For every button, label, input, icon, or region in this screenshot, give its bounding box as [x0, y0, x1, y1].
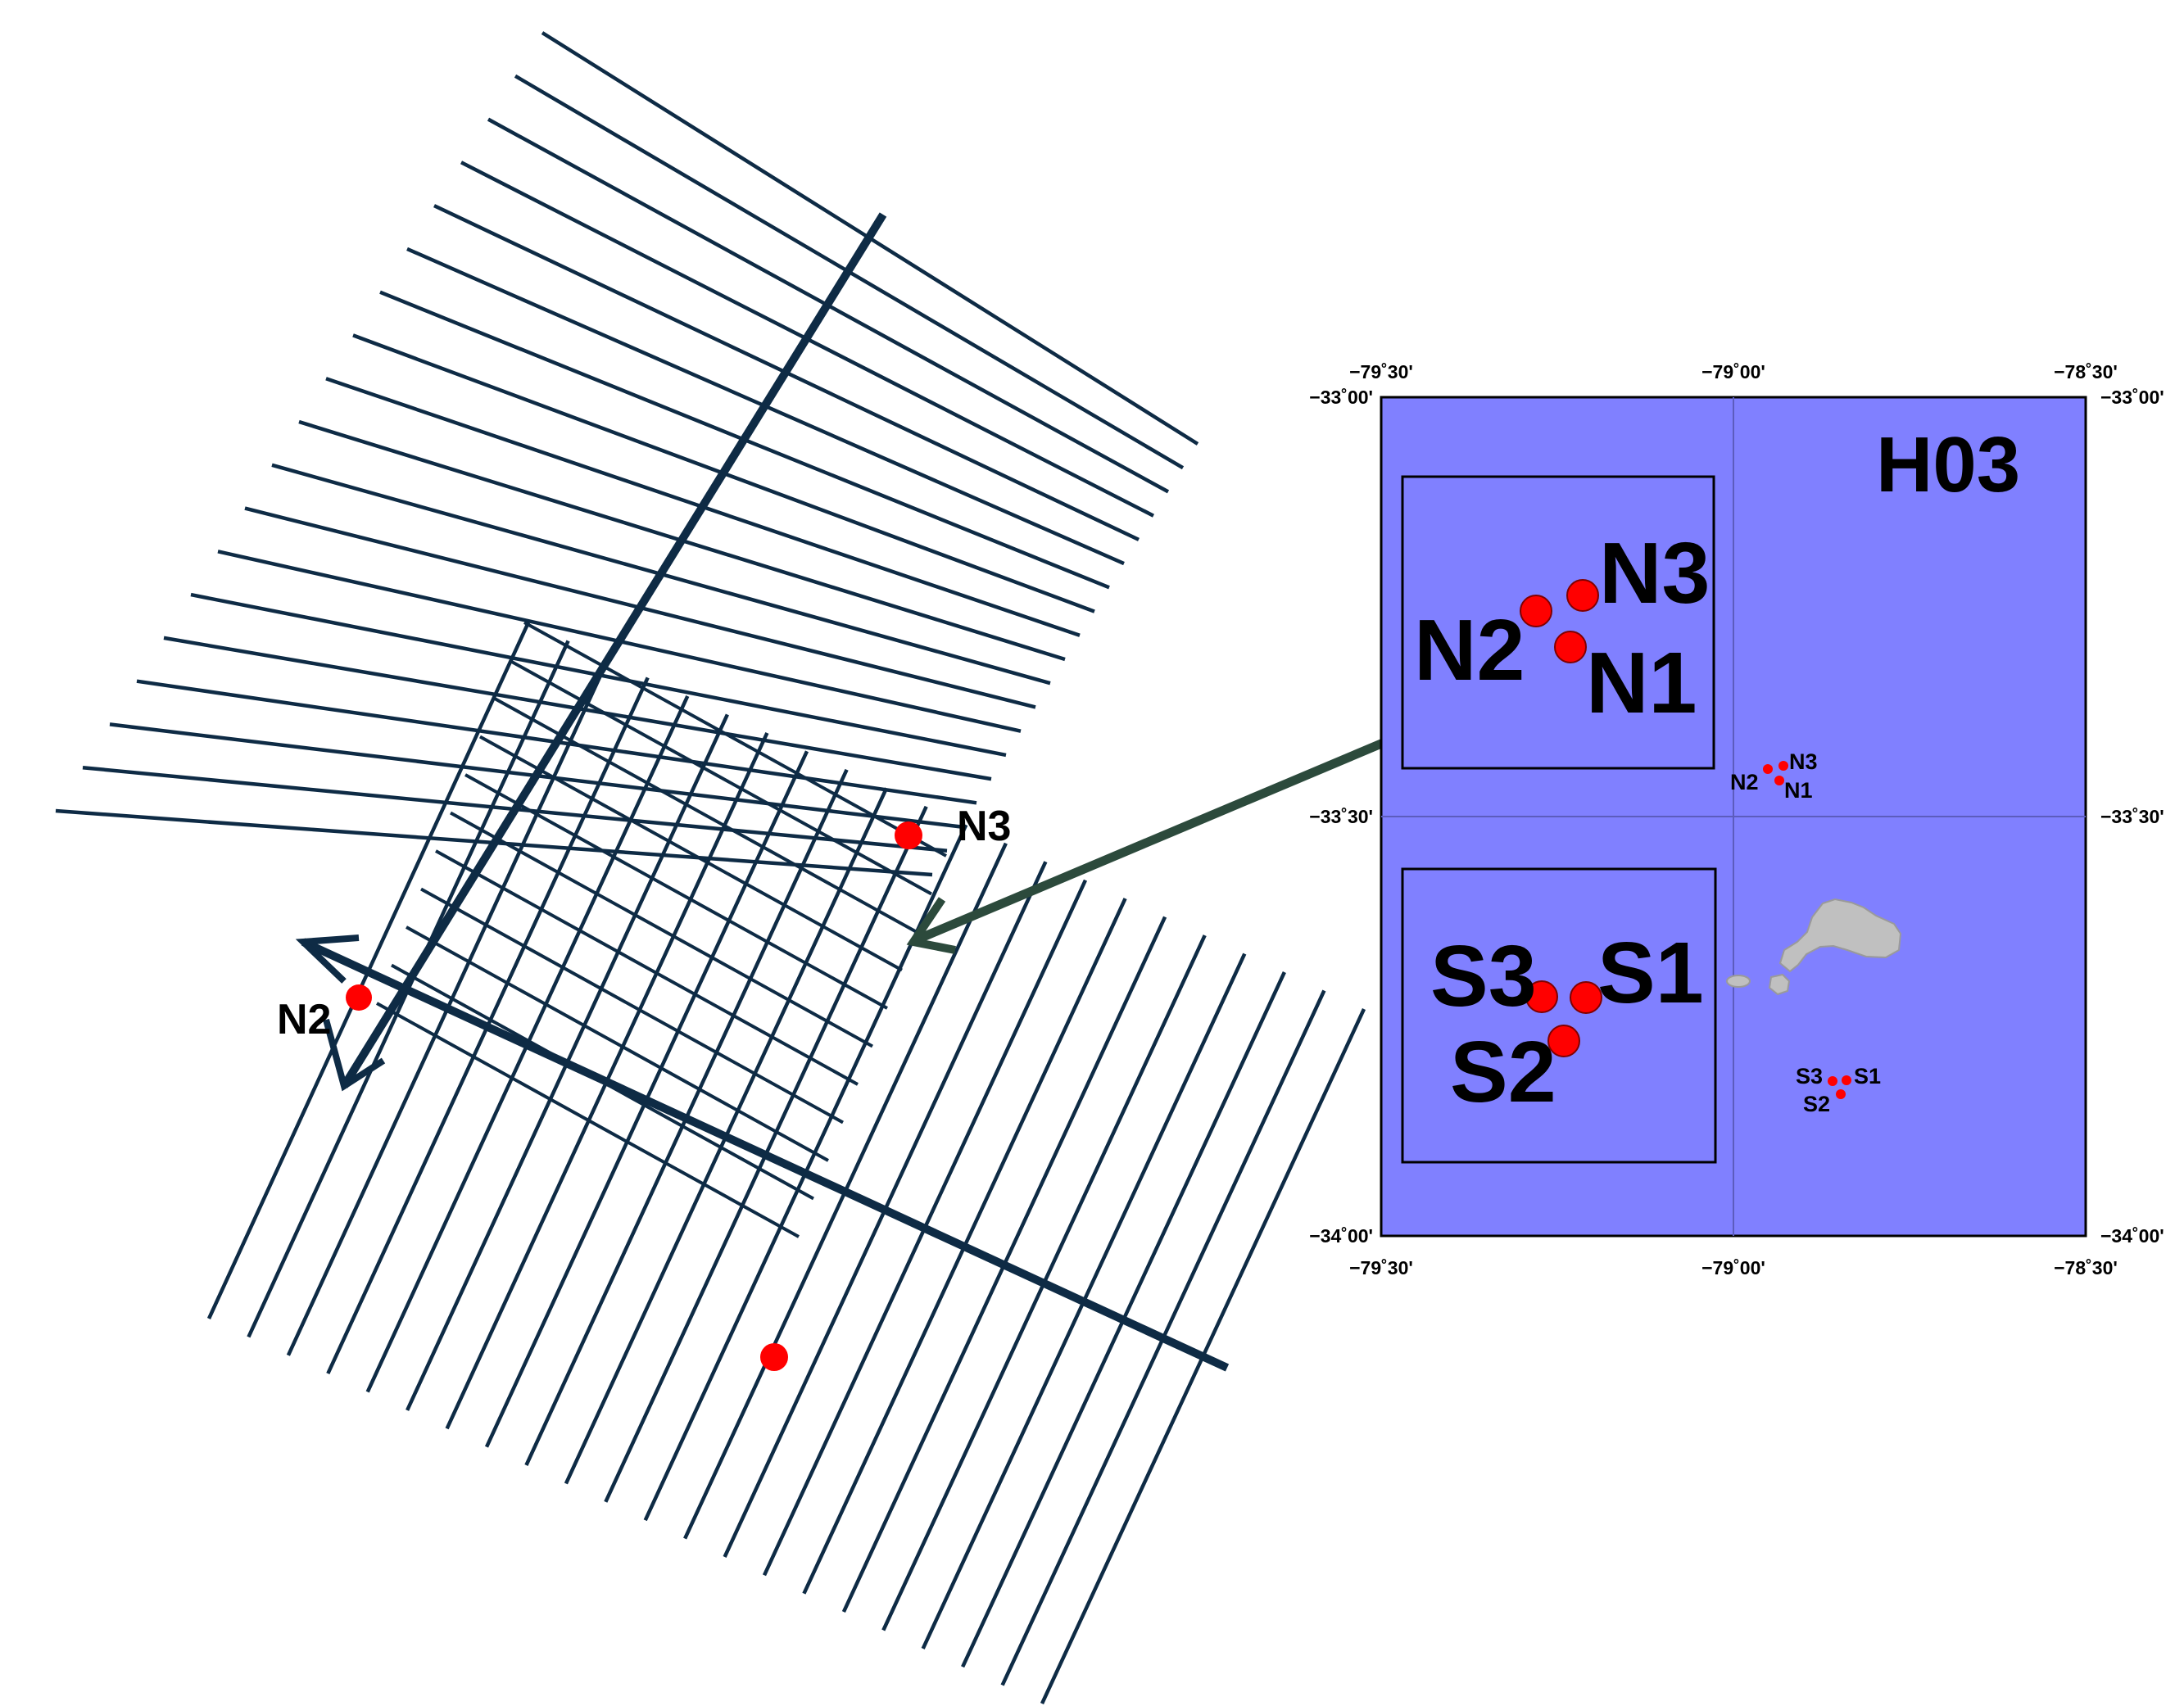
site-marker-icon — [346, 984, 372, 1011]
tick-lat-mid-left: −33˚30' — [1309, 806, 1373, 827]
site-label-n1: N1 — [1784, 778, 1813, 803]
survey-lines-nw-se — [55, 31, 1199, 877]
tick-lon-west-bottom: −79˚30' — [1349, 1257, 1413, 1278]
island-small — [1768, 973, 1791, 996]
tick-lat-mid-right: −33˚30' — [2100, 806, 2164, 827]
site-marker-icon — [1828, 1076, 1837, 1086]
arrowhead-icon — [295, 934, 360, 984]
survey-line — [494, 697, 918, 934]
survey-line — [435, 849, 859, 1086]
site-label-s2: S2 — [1803, 1092, 1830, 1116]
site-marker-icon — [1778, 761, 1788, 771]
map-title: H03 — [1876, 421, 2020, 509]
connector-arrow — [906, 701, 1473, 954]
survey-line — [406, 925, 829, 1162]
arrowhead-icon — [906, 897, 956, 954]
site-marker-icon — [1520, 595, 1552, 627]
site-marker-icon — [1554, 631, 1587, 663]
south-inset-label-s2: S2 — [1450, 1024, 1556, 1120]
site-marker-icon — [1842, 1075, 1851, 1085]
tick-lon-west-top: −79˚30' — [1349, 361, 1413, 382]
survey-label-n2: N2 — [277, 996, 331, 1043]
tick-lon-mid-top: −79˚00' — [1701, 361, 1765, 382]
site-marker-icon — [1525, 980, 1558, 1013]
site-label-s1: S1 — [1854, 1064, 1881, 1088]
survey-line — [479, 735, 903, 972]
survey-main-line-1 — [340, 212, 887, 1088]
survey-line — [420, 887, 844, 1125]
site-marker-icon — [1566, 579, 1599, 612]
tick-lon-east-bottom: −78˚30' — [2054, 1257, 2118, 1278]
survey-line — [376, 1002, 800, 1238]
south-inset-label-s3: S3 — [1430, 928, 1537, 1025]
site-marker-icon — [1570, 981, 1602, 1014]
site-marker-icon — [1836, 1089, 1846, 1099]
site-label-n2: N2 — [1730, 770, 1759, 794]
survey-lines-dense-grid — [376, 621, 947, 1238]
island-small — [1726, 975, 1751, 988]
north-inset-label-n3: N3 — [1599, 525, 1710, 622]
location-map: H03 N2 N3 N1 S3 S1 S2 N2 N3 N1 S3 S1 S2 … — [1309, 361, 2164, 1278]
site-marker-icon — [760, 1343, 788, 1371]
survey-label-n3: N3 — [957, 803, 1011, 850]
tick-lat-south-left: −34˚00' — [1309, 1225, 1373, 1247]
site-marker-icon — [1763, 764, 1773, 774]
survey-line — [450, 811, 873, 1048]
site-marker-icon — [1774, 776, 1784, 785]
tick-lat-north-left: −33˚00' — [1309, 387, 1373, 408]
tick-lon-mid-bottom: −79˚00' — [1701, 1257, 1765, 1278]
site-label-n3: N3 — [1789, 749, 1818, 774]
tick-lon-east-top: −78˚30' — [2054, 361, 2118, 382]
north-inset-box — [1401, 475, 1715, 770]
tick-lat-south-right: −34˚00' — [2100, 1225, 2164, 1247]
north-inset-label-n1: N1 — [1586, 635, 1697, 731]
survey-main-line-2 — [301, 938, 1230, 1372]
south-inset-box — [1401, 867, 1717, 1164]
survey-grid-panel: N3 N2 — [55, 31, 1366, 1704]
tick-lat-north-right: −33˚00' — [2100, 387, 2164, 408]
site-label-s3: S3 — [1796, 1064, 1823, 1088]
site-marker-icon — [1547, 1025, 1580, 1057]
north-inset-label-n2: N2 — [1414, 602, 1525, 699]
survey-line — [523, 621, 947, 858]
island-large — [1778, 898, 1902, 973]
survey-line — [464, 773, 888, 1010]
arrowhead-icon — [323, 1018, 386, 1092]
south-inset-label-s1: S1 — [1597, 925, 1704, 1021]
site-marker-icon — [895, 821, 922, 849]
